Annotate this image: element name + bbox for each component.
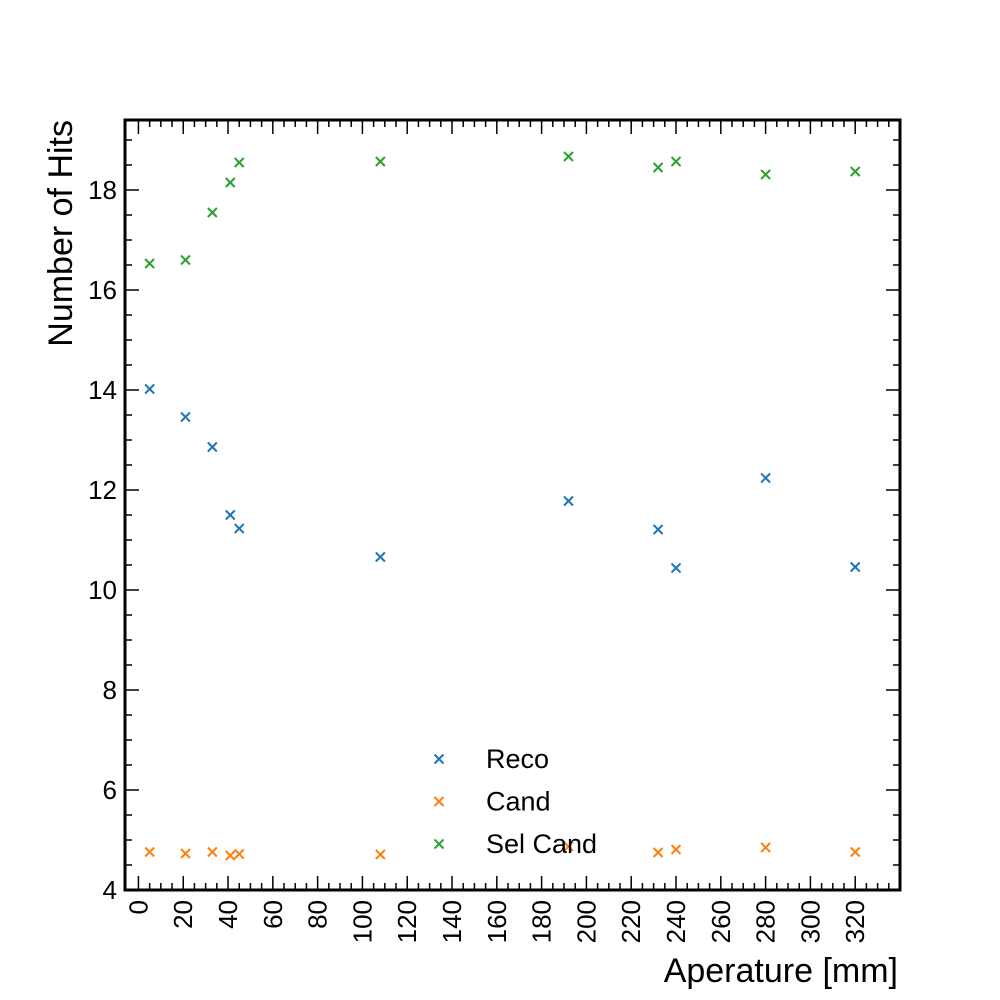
data-point: [849, 166, 861, 177]
data-point: [225, 509, 236, 521]
legend-marker: [433, 796, 445, 807]
data-point: [849, 846, 861, 858]
legend-label: Sel Cand: [486, 829, 597, 859]
y-tick-label: 8: [103, 675, 117, 705]
series-cand: [144, 841, 861, 861]
data-point: [144, 846, 155, 858]
x-axis-title: Aperature [mm]: [664, 952, 898, 990]
y-tick-label: 14: [88, 375, 117, 405]
data-point: [670, 562, 682, 574]
data-point: [563, 151, 574, 162]
x-tick-label: 100: [347, 900, 377, 943]
y-tick-label: 4: [103, 875, 117, 905]
legend: Reco Cand Sel Cand: [433, 744, 597, 859]
data-point: [144, 258, 155, 269]
data-point: [652, 524, 664, 535]
data-point: [180, 848, 191, 859]
y-tick-label: 12: [88, 475, 117, 505]
major-ticks: [125, 120, 901, 891]
y-tick-label: 10: [88, 575, 117, 605]
x-tick-label: 160: [482, 900, 512, 943]
y-tick-label: 16: [88, 275, 117, 305]
x-tick-label: 20: [168, 900, 198, 929]
x-tick-label: 120: [392, 900, 422, 943]
x-tick-label: 240: [661, 900, 691, 943]
data-point: [563, 495, 574, 507]
x-tick-label: 40: [213, 900, 243, 929]
data-point: [207, 441, 218, 453]
legend-marker: [433, 753, 445, 765]
y-tick-label: 6: [103, 775, 117, 805]
minor-ticks: [125, 120, 900, 890]
x-tick-label: 320: [840, 900, 870, 943]
data-point: [144, 383, 155, 395]
data-point: [760, 169, 771, 180]
data-point: [760, 842, 771, 853]
x-tick-label: 260: [706, 900, 736, 943]
data-point: [375, 551, 386, 563]
x-tick-labels: 0 20 40 60 80 100 120 140 160 180 200 220 240 260 280 3…: [123, 900, 870, 943]
x-tick-label: 180: [527, 900, 557, 943]
data-point: [563, 841, 574, 852]
x-tick-label: 140: [437, 900, 467, 943]
x-tick-label: 220: [616, 900, 646, 943]
data-point: [375, 849, 386, 860]
data-point: [225, 177, 236, 188]
data-point: [670, 844, 682, 855]
x-tick-label: 60: [258, 900, 288, 929]
data-point: [207, 846, 218, 858]
x-tick-label: 0: [123, 900, 153, 914]
x-tick-label: 200: [571, 900, 601, 943]
data-point: [652, 162, 664, 173]
x-tick-label: 300: [795, 900, 825, 943]
data-point: [760, 472, 771, 484]
plot-frame: [123, 118, 902, 892]
data-point: [180, 254, 191, 266]
series-sel-cand: [144, 151, 861, 269]
x-tick-label: 80: [303, 900, 333, 929]
legend-label: Cand: [486, 787, 551, 817]
y-tick-labels: 4 6 8 10 12 14 16 18: [88, 175, 117, 905]
data-point: [225, 850, 236, 861]
y-tick-label: 18: [88, 175, 117, 205]
data-point: [234, 848, 245, 860]
series-reco: [144, 383, 861, 574]
y-axis-title: Number of Hits: [42, 120, 80, 347]
data-point: [234, 523, 245, 534]
data-point: [180, 411, 191, 423]
data-point: [652, 847, 664, 858]
legend-marker: [433, 838, 445, 850]
data-points: [144, 151, 861, 861]
legend-label: Reco: [486, 744, 549, 774]
data-point: [849, 561, 861, 573]
data-point: [375, 156, 386, 167]
data-point: [234, 157, 245, 168]
data-point: [670, 156, 682, 167]
data-point: [207, 207, 218, 218]
x-tick-label: 280: [751, 900, 781, 943]
